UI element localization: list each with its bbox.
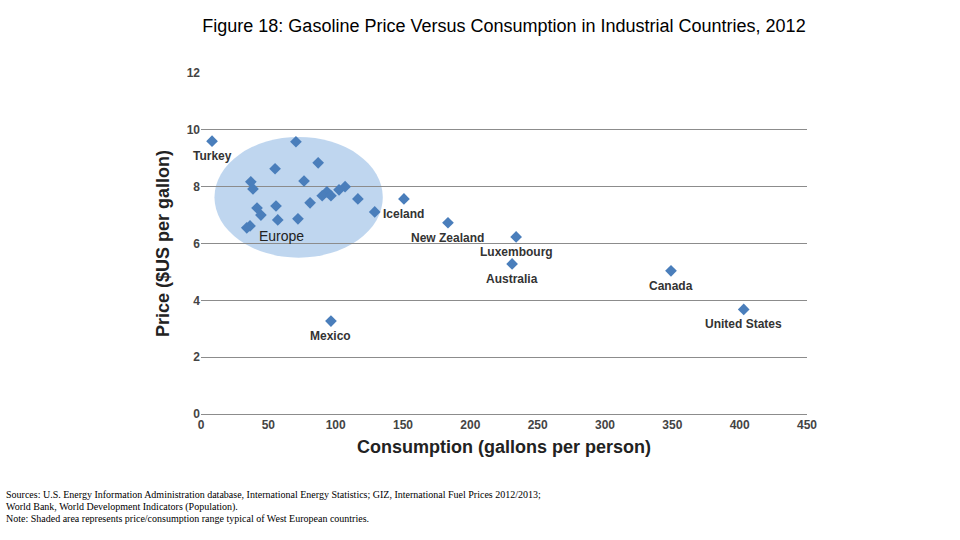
svg-text:Figure 18: Gasoline Price Vers: Figure 18: Gasoline Price Versus Consump…: [202, 16, 805, 36]
svg-text:0: 0: [193, 407, 200, 421]
svg-text:12: 12: [187, 66, 201, 80]
html-text:Note: Shaded area represents p: Note: Shaded area represents price/consu…: [6, 513, 370, 524]
svg-text:Luxembourg: Luxembourg: [480, 245, 553, 259]
svg-text:Price ($US per gallon): Price ($US per gallon): [153, 150, 173, 337]
svg-text:100: 100: [326, 418, 346, 432]
svg-text:400: 400: [730, 418, 750, 432]
svg-text:United States: United States: [705, 317, 782, 331]
svg-text:0: 0: [198, 418, 205, 432]
svg-text:200: 200: [460, 418, 480, 432]
svg-text:350: 350: [662, 418, 682, 432]
svg-text:Iceland: Iceland: [383, 207, 424, 221]
svg-text:300: 300: [595, 418, 615, 432]
svg-text:Mexico: Mexico: [310, 329, 351, 343]
svg-text:50: 50: [262, 418, 276, 432]
svg-text:Australia: Australia: [486, 272, 538, 286]
svg-text:6: 6: [193, 237, 200, 251]
svg-text:New Zealand: New Zealand: [411, 231, 484, 245]
svg-text:8: 8: [193, 180, 200, 194]
svg-text:Consumption (gallons per perso: Consumption (gallons per person): [357, 437, 651, 457]
svg-text:Europe: Europe: [259, 228, 304, 244]
svg-text:Canada: Canada: [649, 279, 693, 293]
svg-text:4: 4: [193, 294, 200, 308]
svg-text:450: 450: [797, 418, 817, 432]
svg-text:150: 150: [393, 418, 413, 432]
svg-text:10: 10: [187, 123, 201, 137]
svg-text:Turkey: Turkey: [193, 149, 232, 163]
html-text:Sources: U.S. Energy Informati: Sources: U.S. Energy Information Adminis…: [6, 489, 541, 500]
html-text:World Bank, World Development: World Bank, World Development Indicators…: [6, 501, 238, 512]
svg-text:250: 250: [528, 418, 548, 432]
svg-text:2: 2: [193, 350, 200, 364]
